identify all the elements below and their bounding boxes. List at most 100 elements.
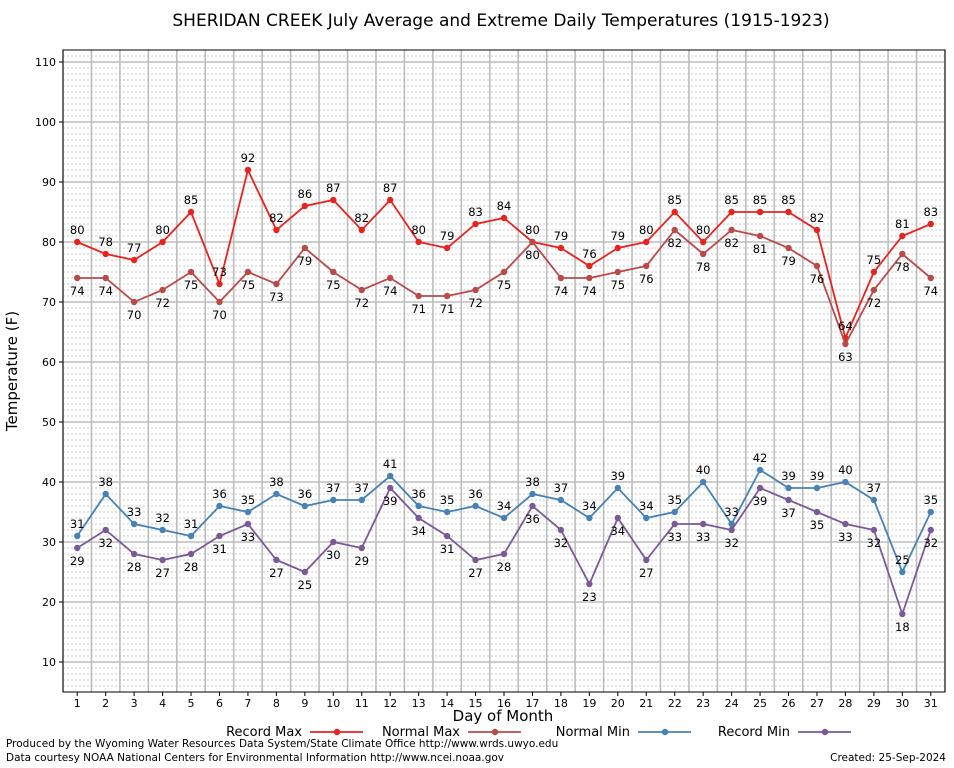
data-label-normal-min: 31 — [184, 517, 199, 531]
data-point-normal-min — [330, 496, 337, 504]
data-point-record-max — [813, 226, 821, 234]
data-label-record-max: 83 — [923, 205, 938, 219]
data-label-record-max: 85 — [724, 193, 739, 207]
data-label-record-max: 87 — [383, 181, 398, 195]
data-label-record-max: 83 — [468, 205, 483, 219]
x-tick-label: 4 — [159, 697, 166, 710]
data-point-normal-max — [842, 340, 849, 348]
x-tick-label: 29 — [867, 697, 881, 710]
data-point-record-min — [330, 538, 337, 546]
data-label-record-max: 85 — [667, 193, 682, 207]
data-label-normal-min: 38 — [269, 475, 284, 489]
x-tick-label: 23 — [696, 697, 710, 710]
data-label-normal-max: 82 — [667, 236, 682, 250]
data-label-normal-max: 74 — [383, 284, 398, 298]
data-point-record-max — [756, 208, 764, 216]
data-point-normal-min — [728, 520, 735, 528]
data-point-normal-max — [586, 274, 593, 282]
grid — [62, 49, 946, 693]
data-label-normal-max: 76 — [810, 272, 825, 286]
x-tick-label: 9 — [301, 697, 308, 710]
data-point-normal-max — [728, 226, 735, 234]
data-point-normal-max — [614, 268, 622, 276]
data-point-record-min — [699, 520, 707, 528]
data-label-record-min: 29 — [70, 554, 85, 568]
data-label-record-min: 27 — [468, 566, 483, 580]
data-point-record-min — [273, 556, 280, 564]
data-point-normal-max — [102, 274, 109, 282]
data-label-record-min: 32 — [724, 536, 739, 550]
data-label-record-min: 39 — [753, 494, 768, 508]
data-label-normal-min: 36 — [468, 487, 483, 501]
x-tick-label: 17 — [525, 697, 539, 710]
data-label-record-min: 34 — [411, 524, 426, 538]
data-label-normal-max: 76 — [639, 272, 654, 286]
data-label-normal-max: 72 — [468, 296, 483, 310]
data-label-normal-max: 73 — [269, 290, 284, 304]
data-point-record-min — [244, 520, 252, 528]
x-tick-label: 20 — [611, 697, 625, 710]
data-point-normal-max — [813, 262, 821, 270]
data-point-normal-min — [358, 496, 365, 504]
data-label-record-min: 33 — [241, 530, 256, 544]
data-label-record-max: 73 — [212, 265, 227, 279]
data-label-normal-max: 72 — [867, 296, 882, 310]
data-label-record-max: 78 — [98, 235, 113, 249]
data-label-normal-min: 36 — [298, 487, 313, 501]
data-point-normal-min — [557, 496, 565, 504]
data-label-normal-max: 80 — [525, 248, 540, 262]
data-label-normal-min: 33 — [724, 505, 739, 519]
data-label-normal-min: 40 — [838, 463, 853, 477]
legend-label-record-max: Record Max — [226, 725, 302, 740]
data-label-normal-max: 74 — [98, 284, 113, 298]
data-label-normal-min: 37 — [354, 481, 369, 495]
data-label-record-min: 28 — [497, 560, 512, 574]
x-tick-label: 30 — [895, 697, 909, 710]
data-label-record-max: 85 — [781, 193, 796, 207]
data-label-normal-max: 74 — [70, 284, 85, 298]
data-point-record-max — [159, 238, 166, 246]
x-tick-label: 12 — [383, 697, 397, 710]
data-point-normal-min — [216, 502, 223, 510]
data-point-normal-max — [899, 250, 906, 258]
data-label-record-min: 33 — [667, 530, 682, 544]
data-label-normal-min: 35 — [667, 493, 682, 507]
data-point-record-max — [386, 196, 394, 204]
data-point-normal-min — [899, 568, 906, 576]
data-point-normal-max — [557, 274, 565, 282]
data-label-normal-min: 34 — [497, 499, 512, 513]
x-tick-label: 6 — [216, 697, 223, 710]
data-point-record-min — [301, 568, 309, 576]
data-point-normal-max — [927, 274, 934, 282]
data-point-normal-min — [813, 484, 821, 492]
data-label-record-min: 33 — [838, 530, 853, 544]
data-label-record-min: 30 — [326, 548, 341, 562]
data-label-record-max: 80 — [639, 223, 654, 237]
data-label-record-max: 84 — [497, 199, 512, 213]
data-point-record-max — [899, 232, 906, 240]
data-label-record-min: 32 — [867, 536, 882, 550]
data-label-normal-max: 75 — [241, 278, 256, 292]
data-point-normal-min — [472, 502, 479, 510]
data-label-record-min: 28 — [127, 560, 142, 574]
data-label-normal-min: 35 — [440, 493, 455, 507]
data-point-record-min — [728, 526, 735, 534]
data-point-record-max — [500, 214, 508, 222]
data-label-record-max: 76 — [582, 247, 597, 261]
x-tick-label: 26 — [782, 697, 796, 710]
data-label-normal-max: 82 — [724, 236, 739, 250]
data-label-normal-max: 74 — [923, 284, 938, 298]
data-point-record-min — [614, 514, 622, 522]
data-label-record-max: 82 — [269, 211, 284, 225]
data-point-record-max — [728, 208, 735, 216]
data-point-record-min — [557, 526, 565, 534]
data-point-record-max — [74, 238, 81, 246]
x-tick-label: 31 — [924, 697, 938, 710]
legend-marker-record-min — [821, 728, 829, 736]
data-point-normal-max — [74, 274, 81, 282]
data-point-record-min — [130, 550, 138, 558]
data-label-record-min: 18 — [895, 620, 910, 634]
data-label-record-max: 64 — [838, 319, 853, 333]
data-label-record-min: 36 — [525, 512, 540, 526]
data-point-record-min — [899, 610, 906, 618]
